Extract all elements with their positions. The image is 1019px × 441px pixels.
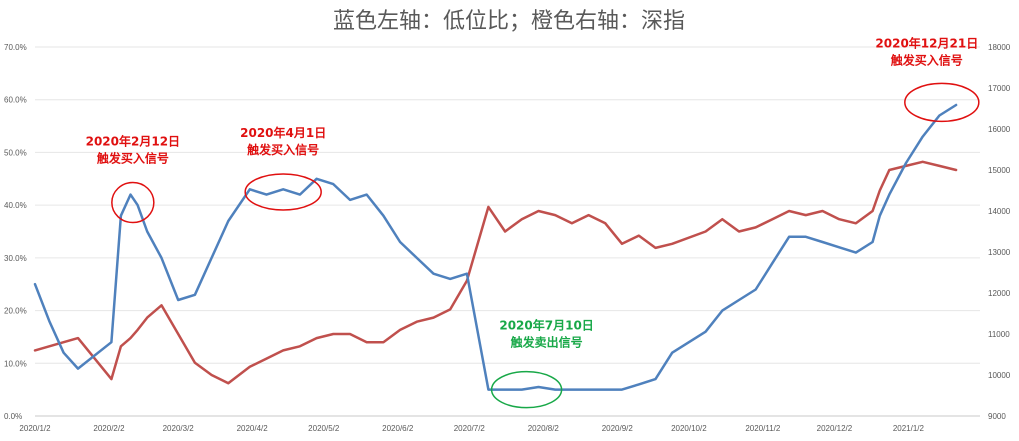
annotation-label: 触发买入信号 <box>891 52 963 67</box>
x-tick-label: 2020/1/2 <box>19 424 51 433</box>
x-tick-label: 2020/12/2 <box>817 424 853 433</box>
right-tick-label: 10000 <box>988 371 1011 380</box>
annotation-label: 触发买入信号 <box>247 142 319 157</box>
right-axis: 9000 10000 11000 12000 13000 14000 15000 16000 1… <box>988 43 1011 421</box>
right-tick-label: 13000 <box>988 248 1011 257</box>
right-tick-label: 12000 <box>988 289 1011 298</box>
x-tick-label: 2020/2/2 <box>93 424 125 433</box>
x-tick-label: 2020/11/2 <box>745 424 781 433</box>
annotation-circle <box>490 370 563 409</box>
x-tick-label: 2020/5/2 <box>308 424 340 433</box>
annotation-label: 2020年2月12日 <box>86 134 180 149</box>
left-axis: 0.0% 10.0% 20.0% 30.0% 40.0% 50.0% 60.0% 70.0% <box>4 43 27 421</box>
left-tick-label: 30.0% <box>4 254 27 263</box>
series-group <box>33 103 958 391</box>
left-tick-label: 0.0% <box>4 412 22 421</box>
x-tick-label: 2020/6/2 <box>382 424 414 433</box>
right-tick-label: 16000 <box>988 125 1011 134</box>
x-tick-label: 2020/3/2 <box>163 424 195 433</box>
chart-title: 蓝色左轴：低位比；橙色右轴：深指 <box>333 9 685 34</box>
annotation-label: 2020年7月10日 <box>499 318 593 333</box>
annotation-circle <box>244 173 322 211</box>
x-tick-label: 2020/7/2 <box>454 424 486 433</box>
annotation-circle <box>111 181 155 224</box>
x-tick-label: 2020/10/2 <box>671 424 707 433</box>
right-tick-label: 11000 <box>988 330 1010 339</box>
x-tick-label: 2020/8/2 <box>528 424 560 433</box>
right-tick-label: 9000 <box>988 412 1006 421</box>
grid <box>35 46 980 417</box>
x-axis: 2020/1/2 2020/2/2 2020/3/2 2020/4/2 2020/5/2… <box>19 424 924 433</box>
right-tick-label: 14000 <box>988 207 1011 216</box>
annotation-circle <box>904 82 980 123</box>
right-tick-label: 15000 <box>988 166 1011 175</box>
left-tick-label: 40.0% <box>4 201 27 210</box>
series-line-right-axis <box>33 160 958 385</box>
annotation-label: 触发卖出信号 <box>511 335 583 350</box>
annotations: 2020年2月12日触发买入信号2020年4月1日触发买入信号2020年7月10… <box>86 35 980 409</box>
left-tick-label: 20.0% <box>4 307 27 316</box>
left-tick-label: 60.0% <box>4 96 27 105</box>
left-tick-label: 10.0% <box>4 359 27 368</box>
right-tick-label: 17000 <box>988 84 1011 93</box>
x-tick-label: 2020/9/2 <box>602 424 634 433</box>
right-tick-label: 18000 <box>988 43 1011 52</box>
left-tick-label: 50.0% <box>4 148 27 157</box>
annotation-label: 2020年4月1日 <box>240 125 326 140</box>
left-tick-label: 70.0% <box>4 43 27 52</box>
annotation-label: 触发买入信号 <box>97 151 169 166</box>
annotation-label: 2020年12月21日 <box>875 35 978 50</box>
x-tick-label: 2020/4/2 <box>237 424 269 433</box>
series-line-left-axis <box>33 103 958 391</box>
x-tick-label: 2021/1/2 <box>893 424 925 433</box>
